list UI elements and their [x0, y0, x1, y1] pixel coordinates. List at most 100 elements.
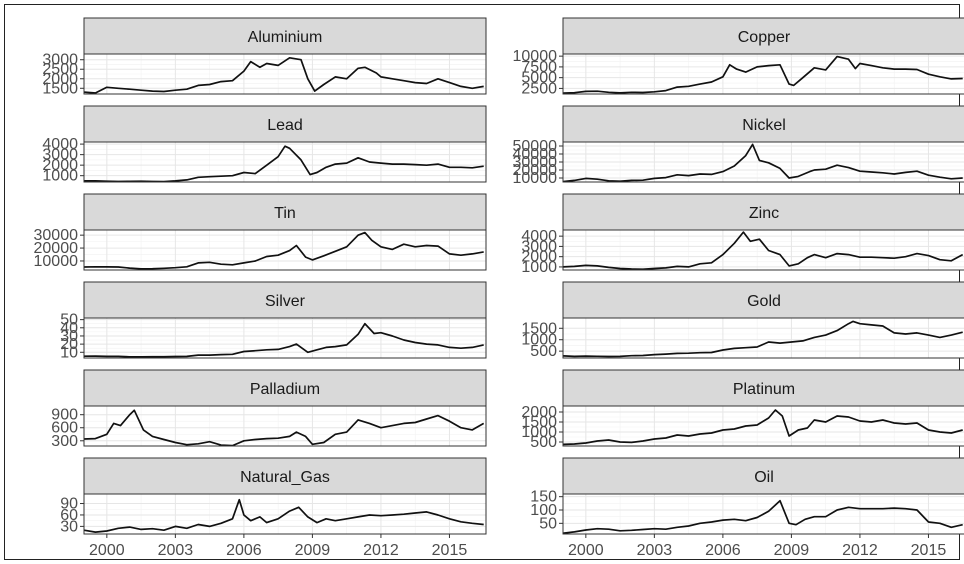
- y-tick-label: 4000: [521, 228, 557, 245]
- y-tick-label: 100: [530, 502, 557, 519]
- strip-gold: [562, 281, 964, 319]
- y-tick-label: 5000: [521, 70, 557, 87]
- panel-title-aluminium: Aluminium: [248, 29, 323, 46]
- y-tick-label: 900: [51, 407, 78, 424]
- panel-title-tin: Tin: [274, 205, 296, 222]
- plot-area-gold: [563, 318, 964, 358]
- y-tick-label: 1000: [521, 332, 557, 349]
- x-tick-label: 2000: [568, 542, 604, 559]
- x-tick-label: 2006: [226, 542, 262, 559]
- panel-border: [562, 493, 964, 535]
- y-tick-label: 30000: [513, 154, 558, 171]
- panel-border: [83, 317, 487, 359]
- y-tick-label: 300: [51, 433, 78, 450]
- series-line-silver: [83, 322, 484, 358]
- panel-border: [83, 141, 487, 183]
- panel-title-oil: Oil: [754, 469, 774, 486]
- x-tick-label: 2006: [705, 542, 741, 559]
- y-tick-label: 3000: [42, 147, 78, 164]
- y-tick-label: 20000: [34, 240, 79, 257]
- strip-tin: [83, 193, 487, 231]
- y-tick-label: 600: [51, 420, 78, 437]
- x-tick-label: 2000: [89, 542, 125, 559]
- series-line-zinc: [562, 231, 964, 271]
- y-tick-label: 7500: [521, 59, 557, 76]
- plot-area-platinum: [563, 406, 964, 446]
- y-tick-label: 1000: [521, 259, 557, 276]
- y-tick-label: 1500: [521, 320, 557, 337]
- y-tick-label: 50: [60, 312, 78, 329]
- panel-border: [562, 141, 964, 183]
- x-tick-label: 2012: [842, 542, 878, 559]
- panel-title-gold: Gold: [747, 293, 781, 310]
- panel-border: [562, 317, 964, 359]
- y-tick-label: 20000: [513, 162, 558, 179]
- y-tick-label: 10000: [513, 170, 558, 187]
- x-tick-label: 2003: [158, 542, 194, 559]
- y-tick-label: 150: [530, 489, 557, 506]
- y-tick-label: 2500: [521, 80, 557, 97]
- strip-natural-gas: [83, 457, 487, 495]
- panel-border: [562, 405, 964, 447]
- x-tick-label: 2009: [295, 542, 331, 559]
- y-tick-label: 50: [539, 515, 557, 532]
- y-tick-label: 500: [530, 434, 557, 451]
- y-tick-label: 60: [60, 507, 78, 524]
- y-tick-label: 10000: [513, 48, 558, 65]
- y-tick-label: 2000: [521, 249, 557, 266]
- plot-area-zinc: [563, 230, 964, 270]
- y-tick-label: 10000: [34, 253, 79, 270]
- y-tick-label: 4000: [42, 136, 78, 153]
- series-line-oil: [562, 499, 963, 535]
- x-tick-label: 2003: [637, 542, 673, 559]
- y-tick-label: 10: [60, 344, 78, 361]
- series-line-tin: [83, 231, 484, 270]
- y-tick-label: 30000: [34, 227, 79, 244]
- series-line-nickel: [562, 143, 963, 183]
- plot-area-copper: [563, 54, 964, 94]
- panel-border: [83, 229, 487, 271]
- y-tick-label: 90: [60, 496, 78, 513]
- y-tick-label: 20: [60, 336, 78, 353]
- x-tick-label: 2015: [432, 542, 468, 559]
- panel-title-natural-gas: Natural_Gas: [240, 469, 330, 486]
- panel-title-silver: Silver: [265, 293, 306, 310]
- y-tick-label: 2000: [42, 157, 78, 174]
- series-line-copper: [562, 55, 963, 94]
- y-tick-label: 30: [60, 518, 78, 535]
- strip-lead: [83, 105, 487, 143]
- panel-title-nickel: Nickel: [742, 117, 786, 134]
- y-tick-label: 30: [60, 328, 78, 345]
- y-tick-label: 2000: [521, 404, 557, 421]
- series-line-aluminium: [83, 56, 484, 94]
- y-tick-label: 2000: [42, 71, 78, 88]
- x-tick-label: 2012: [363, 542, 399, 559]
- strip-palladium: [83, 369, 487, 407]
- y-tick-label: 3000: [521, 238, 557, 255]
- y-tick-label: 3000: [42, 52, 78, 69]
- series-line-gold: [562, 320, 963, 358]
- panel-border: [83, 493, 487, 535]
- series-line-natural-gas: [83, 498, 484, 533]
- panel-title-palladium: Palladium: [250, 381, 320, 398]
- series-line-palladium: [83, 409, 485, 447]
- strip-copper: [562, 17, 964, 55]
- panel-title-zinc: Zinc: [749, 205, 779, 222]
- y-tick-label: 2500: [42, 61, 78, 78]
- panel-border: [562, 53, 964, 95]
- y-tick-label: 1000: [42, 168, 78, 185]
- plot-area-palladium: [84, 406, 486, 446]
- y-tick-label: 500: [530, 343, 557, 360]
- strip-oil: [562, 457, 964, 495]
- y-tick-label: 40000: [513, 146, 558, 163]
